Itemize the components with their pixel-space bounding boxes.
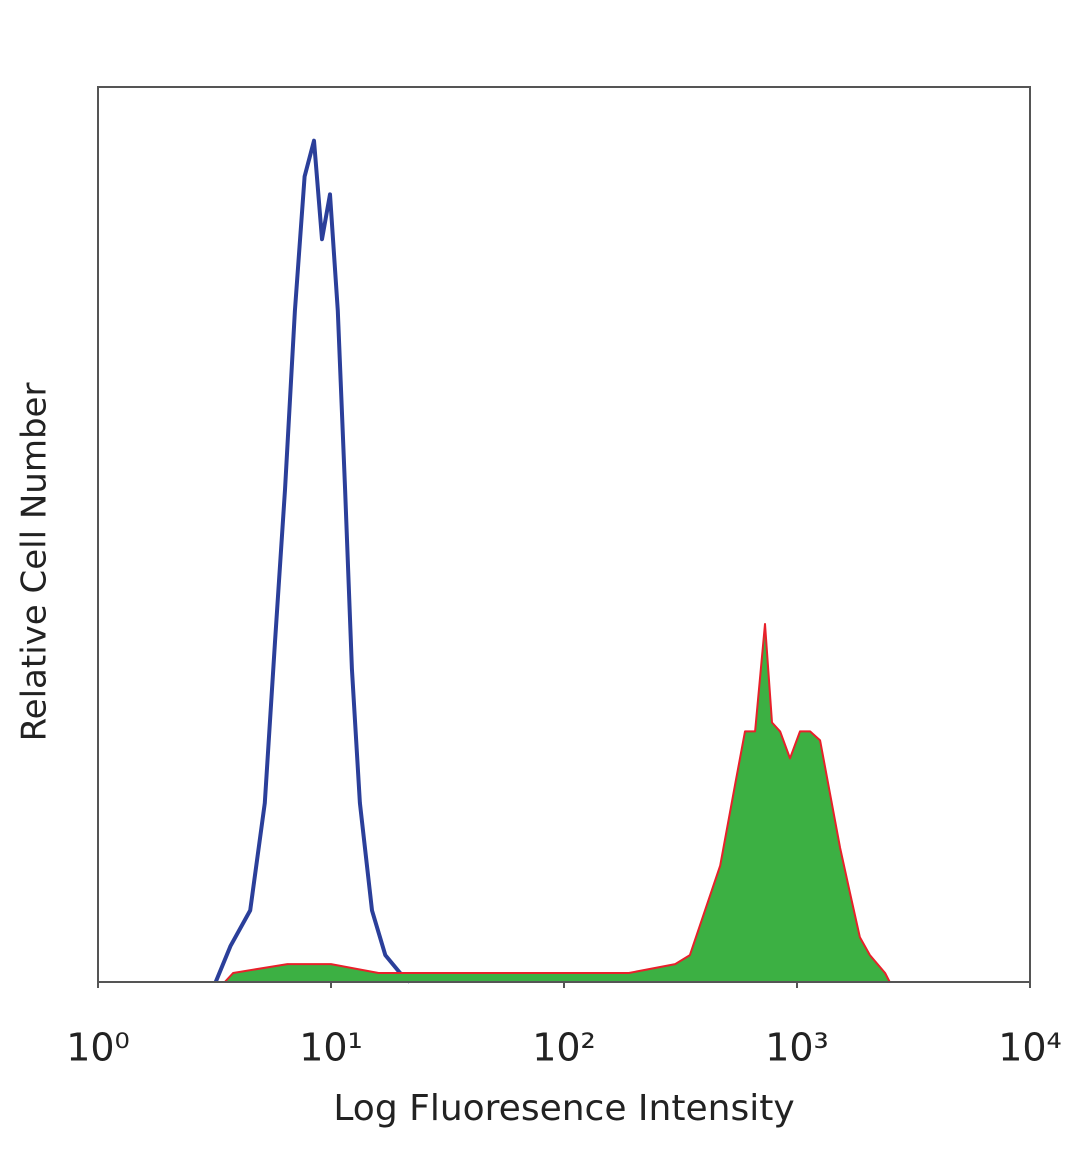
x-tick-label: 10⁰ xyxy=(66,1026,130,1070)
x-tick-label: 10⁴ xyxy=(998,1026,1062,1070)
x-tick-label: 10¹ xyxy=(299,1026,363,1070)
histogram-line xyxy=(213,138,412,984)
x-axis-label: Log Fluoresence Intensity xyxy=(333,1088,794,1129)
histogram-area xyxy=(223,623,891,983)
x-tick-label: 10² xyxy=(532,1026,596,1070)
y-axis-label: Relative Cell Number xyxy=(15,383,55,742)
plot-frame xyxy=(97,86,1031,983)
x-tick-label: 10³ xyxy=(765,1026,829,1070)
